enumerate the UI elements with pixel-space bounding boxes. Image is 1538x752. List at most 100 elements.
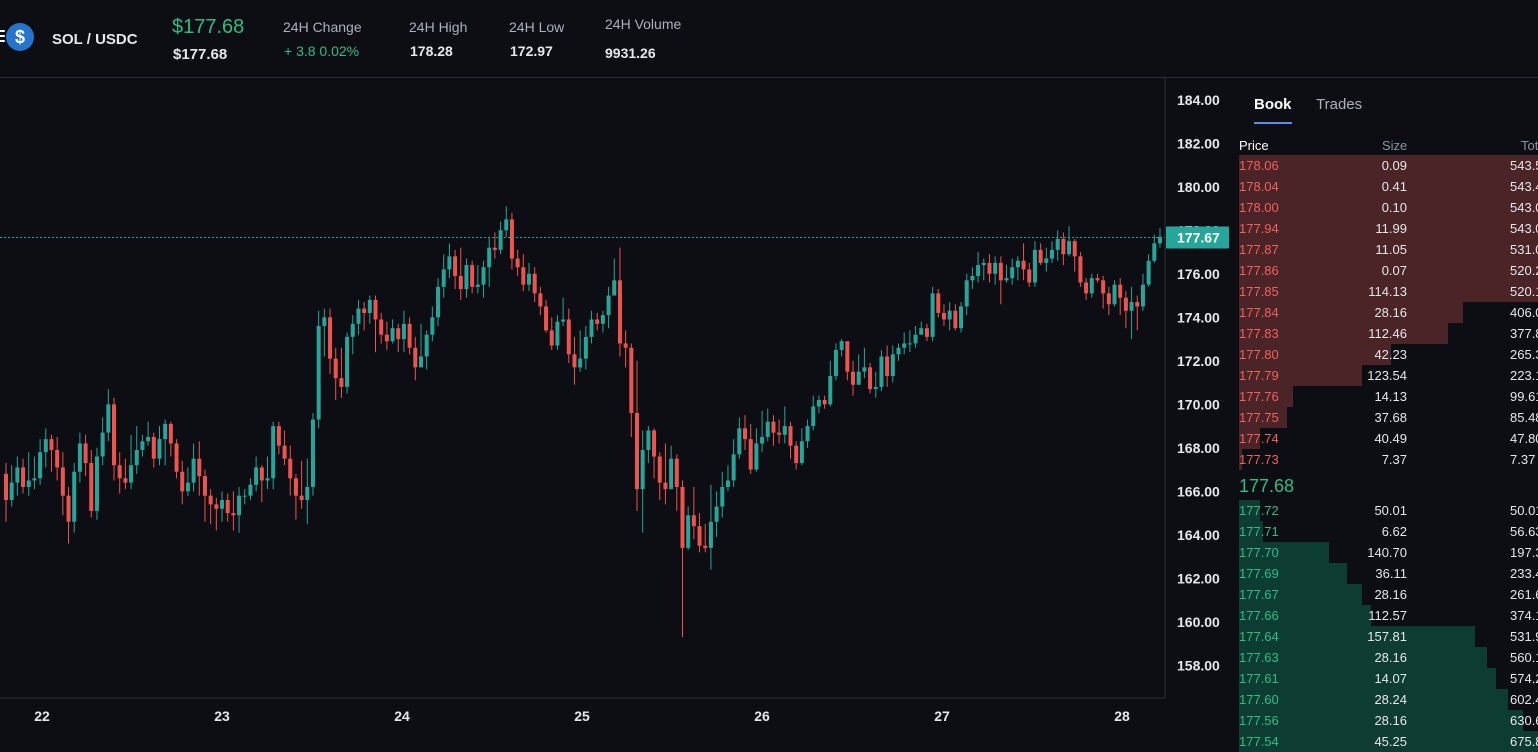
candle <box>1089 273 1094 298</box>
candle <box>1078 252 1083 287</box>
candle <box>9 465 14 507</box>
candle-body <box>617 280 622 344</box>
candle <box>663 443 668 505</box>
bid-row[interactable]: 177.72 50.01 50.01 <box>1230 500 1538 521</box>
order-total: 223.15 <box>1510 368 1538 383</box>
ask-row[interactable]: 177.94 11.99 543.00 <box>1230 218 1538 239</box>
tab-book[interactable]: Book <box>1254 96 1292 113</box>
candle-body <box>1084 282 1089 294</box>
candle-body <box>220 500 225 509</box>
candlestick-chart[interactable]: 184.00182.00180.00178.00176.00174.00172.… <box>0 78 1230 751</box>
bid-row[interactable]: 177.60 28.24 602.45 <box>1230 689 1538 710</box>
candle-body <box>526 273 531 285</box>
trading-pair[interactable]: SOL / USDC <box>52 31 138 48</box>
ask-row[interactable]: 178.00 0.10 543.00 <box>1230 197 1538 218</box>
last-price-usd: $177.68 <box>173 46 228 63</box>
candle-body <box>379 319 384 335</box>
ask-row[interactable]: 177.83 112.46 377.84 <box>1230 323 1538 344</box>
order-total: 47.80 <box>1510 431 1538 446</box>
candle <box>572 336 577 385</box>
candle-body <box>1061 238 1066 255</box>
depth-bar <box>1239 365 1362 386</box>
candle <box>185 467 190 496</box>
candle-body <box>487 247 492 268</box>
order-price: 177.69 <box>1239 566 1279 581</box>
bid-row[interactable]: 177.63 28.16 560.14 <box>1230 647 1538 668</box>
menu-icon[interactable] <box>0 30 5 44</box>
candle-body <box>157 439 162 459</box>
candle <box>55 436 60 481</box>
price-chart[interactable]: 184.00182.00180.00178.00176.00174.00172.… <box>0 78 1230 751</box>
order-total: 7.37 <box>1510 452 1536 467</box>
candle <box>987 254 992 283</box>
bid-row[interactable]: 177.61 14.07 574.21 <box>1230 668 1538 689</box>
candle-body <box>504 219 509 231</box>
ask-row[interactable]: 177.87 11.05 531.01 <box>1230 239 1538 260</box>
candle-body <box>49 439 54 450</box>
candle-body <box>396 328 401 340</box>
candle-body <box>743 428 748 440</box>
bid-row[interactable]: 177.56 28.16 630.61 <box>1230 710 1538 731</box>
bid-row[interactable]: 177.54 45.25 675.86 <box>1230 731 1538 752</box>
y-tick-label: 174.00 <box>1177 309 1220 325</box>
ask-row[interactable]: 177.76 14.13 99.61 <box>1230 386 1538 407</box>
order-price: 177.94 <box>1239 221 1279 236</box>
candle-body <box>771 421 776 433</box>
order-price: 177.61 <box>1239 671 1279 686</box>
y-tick-label: 164.00 <box>1177 527 1220 543</box>
bid-row[interactable]: 177.66 112.57 374.17 <box>1230 605 1538 626</box>
candle <box>322 308 327 357</box>
ask-row[interactable]: 177.86 0.07 520.20 <box>1230 260 1538 281</box>
bid-row[interactable]: 177.67 28.16 261.60 <box>1230 584 1538 605</box>
candle-body <box>600 315 605 324</box>
candle <box>168 421 173 457</box>
depth-bar <box>1239 668 1497 689</box>
ask-row[interactable]: 177.80 42.23 265.38 <box>1230 344 1538 365</box>
ask-row[interactable]: 178.04 0.41 543.41 <box>1230 176 1538 197</box>
current-price-tag: 177.67 <box>1166 226 1229 249</box>
candle-body <box>697 526 702 546</box>
candle-body <box>913 334 918 344</box>
candle-body <box>947 310 952 320</box>
depth-bar <box>1239 407 1287 428</box>
candle <box>237 486 242 533</box>
candle <box>447 243 452 279</box>
candle-body <box>106 404 111 433</box>
candle <box>163 419 168 466</box>
ask-row[interactable]: 177.73 7.37 7.37 <box>1230 449 1538 470</box>
candle <box>578 330 583 372</box>
order-size: 42.23 <box>1374 347 1407 362</box>
candle-body <box>1015 260 1020 268</box>
tab-trades[interactable]: Trades <box>1316 96 1363 113</box>
candle <box>265 456 270 490</box>
candle-body <box>868 367 873 390</box>
bid-row[interactable]: 177.70 140.70 197.33 <box>1230 542 1538 563</box>
candle-body <box>1112 284 1117 305</box>
ask-row[interactable]: 177.75 37.68 85.48 <box>1230 407 1538 428</box>
candle <box>936 289 941 318</box>
order-price: 177.72 <box>1239 503 1279 518</box>
candle-body <box>1158 236 1162 244</box>
ask-row[interactable]: 177.84 28.16 406.00 <box>1230 302 1538 323</box>
candle <box>379 312 384 344</box>
ask-row[interactable]: 177.85 114.13 520.13 <box>1230 281 1538 302</box>
candle <box>458 247 463 300</box>
candle <box>1152 234 1157 263</box>
ask-row[interactable]: 177.74 40.49 47.80 <box>1230 428 1538 449</box>
candle <box>282 430 287 466</box>
candle-body <box>1038 249 1043 263</box>
candle-body <box>214 504 219 509</box>
candle <box>333 347 338 400</box>
candle-body <box>845 341 850 372</box>
candle <box>259 465 264 503</box>
bid-row[interactable]: 177.69 36.11 233.44 <box>1230 563 1538 584</box>
candle-body <box>481 267 486 285</box>
ask-row[interactable]: 178.06 0.09 543.50 <box>1230 155 1538 176</box>
bid-row[interactable]: 177.71 6.62 56.63 <box>1230 521 1538 542</box>
candle <box>623 330 628 368</box>
ask-row[interactable]: 177.79 123.54 223.15 <box>1230 365 1538 386</box>
candle-body <box>578 358 583 368</box>
order-price: 177.80 <box>1239 347 1279 362</box>
order-size: 37.68 <box>1374 410 1407 425</box>
bid-row[interactable]: 177.64 157.81 531.98 <box>1230 626 1538 647</box>
